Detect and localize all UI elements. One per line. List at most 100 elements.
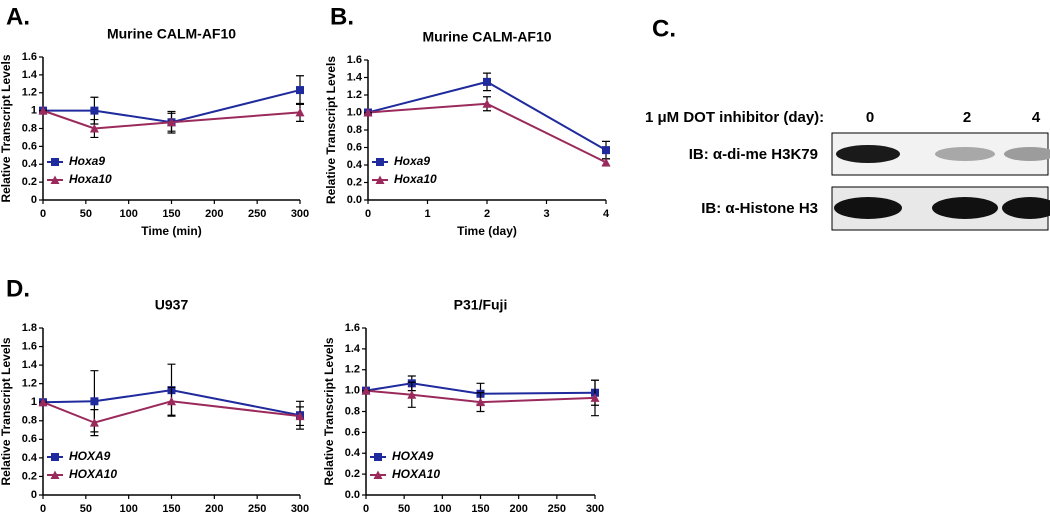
x-tick-label: 50 bbox=[80, 503, 92, 515]
y-axis-label: Relative Transcript Levels bbox=[0, 337, 13, 485]
series-line bbox=[365, 389, 596, 404]
lane-label: 0 bbox=[866, 109, 874, 126]
x-tick-label: 300 bbox=[291, 503, 309, 515]
y-tick-label: 1.4 bbox=[345, 343, 361, 355]
x-tick-label: 200 bbox=[509, 503, 527, 515]
y-tick-label: 0.8 bbox=[22, 415, 37, 427]
blot-row-label: IB: α-di-me H3K79 bbox=[689, 146, 818, 163]
y-tick-label: 0.2 bbox=[22, 470, 37, 482]
x-tick-label: 150 bbox=[162, 208, 180, 220]
legend-label: Hoxa9 bbox=[69, 154, 105, 168]
y-tick-label: 0 bbox=[31, 489, 37, 501]
x-tick-label: 100 bbox=[433, 503, 451, 515]
series bbox=[361, 379, 600, 417]
x-tick-label: 0 bbox=[365, 208, 371, 220]
point bbox=[167, 396, 176, 406]
legend-marker bbox=[51, 453, 59, 461]
series-line bbox=[367, 80, 607, 151]
y-tick-label: 0.8 bbox=[22, 122, 37, 134]
y-tick-label: 1.6 bbox=[347, 54, 362, 66]
point bbox=[38, 106, 48, 115]
x-axis-label: Time (day) bbox=[457, 224, 517, 238]
y-tick-label: 1.6 bbox=[345, 322, 360, 334]
y-tick-label: 0.2 bbox=[347, 176, 362, 188]
lane-label: 2 bbox=[963, 109, 971, 126]
x-tick-label: 250 bbox=[248, 503, 266, 515]
legend-label: HOXA9 bbox=[69, 449, 111, 463]
y-tick-label: 1.2 bbox=[345, 364, 360, 376]
point bbox=[295, 411, 305, 421]
x-tick-label: 50 bbox=[398, 503, 410, 515]
x-tick-label: 300 bbox=[586, 503, 604, 515]
panel-label: D. bbox=[6, 275, 30, 302]
y-tick-label: 1.0 bbox=[347, 106, 362, 118]
point bbox=[90, 106, 99, 115]
point bbox=[363, 108, 373, 117]
y-axis-label: Relative Transcript Levels bbox=[322, 337, 336, 485]
point bbox=[602, 146, 610, 155]
series bbox=[38, 102, 305, 139]
y-tick-label: 1 bbox=[31, 105, 37, 117]
series-line bbox=[42, 389, 301, 417]
point bbox=[361, 386, 371, 395]
series-line bbox=[42, 400, 301, 424]
panel-label: C. bbox=[652, 15, 676, 42]
y-tick-label: 0.8 bbox=[347, 124, 362, 136]
chart-title: Murine CALM-AF10 bbox=[107, 26, 236, 42]
y-tick-label: 0.4 bbox=[347, 159, 363, 171]
y-tick-label: 0 bbox=[31, 194, 37, 206]
chart-title: P31/Fuji bbox=[454, 297, 508, 313]
y-tick-label: 1.8 bbox=[22, 322, 37, 334]
legend-label: HOXA9 bbox=[392, 449, 434, 463]
y-tick-label: 1.0 bbox=[345, 385, 360, 397]
x-tick-label: 0 bbox=[363, 503, 369, 515]
x-tick-label: 100 bbox=[119, 503, 137, 515]
legend-label: HOXA10 bbox=[392, 467, 440, 481]
y-tick-label: 1.2 bbox=[22, 87, 37, 99]
legend-label: Hoxa10 bbox=[69, 172, 112, 186]
x-tick-label: 300 bbox=[291, 208, 309, 220]
y-axis-label: Relative Transcript Levels bbox=[0, 54, 13, 202]
point bbox=[89, 418, 99, 427]
x-tick-label: 3 bbox=[543, 208, 549, 220]
point bbox=[296, 86, 304, 95]
y-tick-label: 0.4 bbox=[22, 158, 38, 170]
y-tick-label: 0.0 bbox=[347, 194, 362, 206]
x-tick-label: 150 bbox=[471, 503, 489, 515]
y-tick-label: 0.8 bbox=[345, 405, 360, 417]
x-tick-label: 1 bbox=[424, 208, 430, 220]
blot-row-label: IB: α-Histone H3 bbox=[701, 200, 818, 217]
point bbox=[601, 157, 611, 167]
y-tick-label: 0.2 bbox=[345, 468, 360, 480]
point bbox=[483, 77, 491, 86]
point bbox=[295, 107, 305, 117]
x-tick-label: 0 bbox=[40, 208, 46, 220]
x-tick-label: 200 bbox=[205, 208, 223, 220]
y-tick-label: 0.4 bbox=[345, 447, 361, 459]
x-tick-label: 250 bbox=[248, 208, 266, 220]
y-tick-label: 0.6 bbox=[22, 433, 37, 445]
point bbox=[89, 124, 99, 133]
legend-marker bbox=[50, 470, 60, 479]
y-tick-label: 1.2 bbox=[22, 378, 37, 390]
y-tick-label: 0.6 bbox=[22, 140, 37, 152]
chart-title: U937 bbox=[155, 297, 189, 313]
x-tick-label: 4 bbox=[603, 208, 610, 220]
point bbox=[167, 117, 176, 127]
y-tick-label: 1.2 bbox=[347, 89, 362, 101]
legend-label: Hoxa9 bbox=[394, 154, 430, 168]
blot-image bbox=[831, 132, 1050, 231]
x-tick-label: 0 bbox=[40, 503, 46, 515]
legend-marker bbox=[51, 158, 59, 166]
y-tick-label: 1.4 bbox=[22, 69, 38, 81]
y-tick-label: 1.4 bbox=[22, 359, 38, 371]
x-tick-label: 150 bbox=[162, 503, 180, 515]
series-line bbox=[43, 89, 301, 124]
x-tick-label: 100 bbox=[119, 208, 137, 220]
series-line bbox=[365, 382, 596, 395]
legend-marker bbox=[50, 175, 60, 184]
point bbox=[476, 397, 485, 407]
x-tick-label: 250 bbox=[548, 503, 566, 515]
y-tick-label: 1.6 bbox=[22, 51, 37, 63]
